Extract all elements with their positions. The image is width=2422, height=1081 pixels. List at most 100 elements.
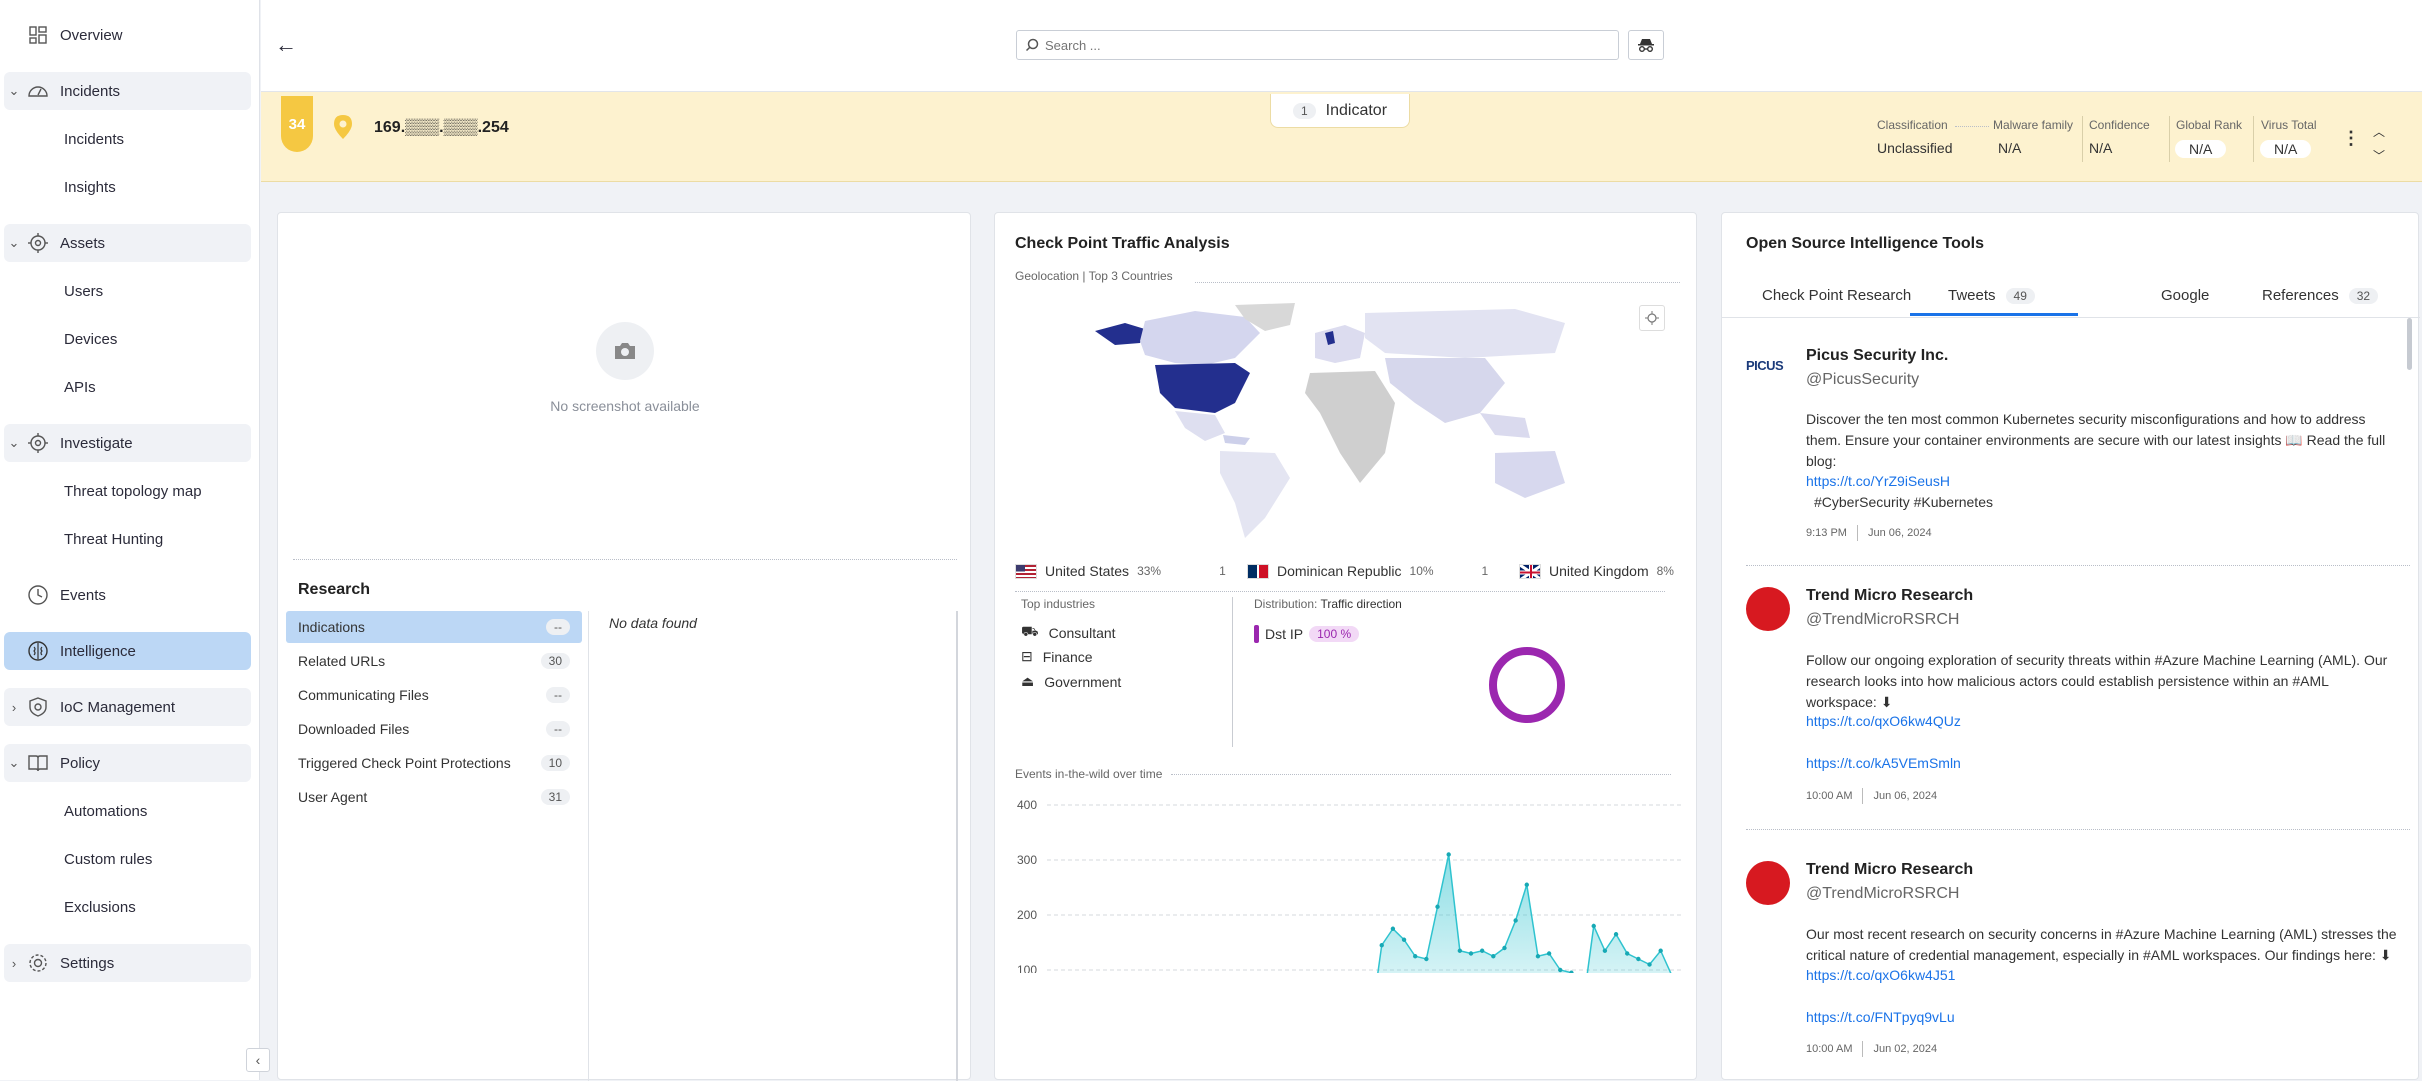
nav-sub-apis[interactable]: APIs	[64, 379, 96, 396]
nav-sub-insights[interactable]: Insights	[64, 179, 116, 196]
nav-intelligence[interactable]: Intelligence	[4, 632, 251, 670]
incognito-button[interactable]	[1628, 30, 1664, 60]
research-item-communicating-files[interactable]: Communicating Files --	[286, 679, 582, 711]
data-point	[1401, 937, 1407, 942]
tab-google[interactable]: Google	[2161, 287, 2209, 304]
traffic-title: Check Point Traffic Analysis	[1015, 235, 1230, 252]
search-box[interactable]	[1016, 30, 1619, 60]
rank-field: Global Rank N/A	[2175, 118, 2242, 158]
research-item-user-agent[interactable]: User Agent 31	[286, 781, 582, 813]
virustotal-field: Virus Total N/A	[2260, 118, 2317, 158]
tweet-link[interactable]: https://t.co/YrZ9iSeusH	[1806, 473, 1950, 489]
divider	[1015, 591, 1665, 592]
nav-sub-users[interactable]: Users	[64, 283, 104, 300]
industry-government: ⏏ Government	[1021, 673, 1121, 690]
divider	[2253, 116, 2254, 162]
nav-events[interactable]: Events	[4, 576, 251, 614]
research-item-downloaded-files[interactable]: Downloaded Files --	[286, 713, 582, 745]
osint-scrollbar[interactable]	[2407, 318, 2412, 370]
tweet-link[interactable]: https://t.co/qxO6kw4J51	[1806, 967, 1956, 983]
tab-references[interactable]: References 32	[2262, 287, 2379, 304]
nav-investigate[interactable]: ⌄ Investigate	[4, 424, 251, 462]
nav-ioc[interactable]: › IoC Management	[4, 688, 251, 726]
tweet-date: Jun 06, 2024	[1867, 527, 1932, 539]
search-input[interactable]	[1045, 37, 1605, 53]
brain-icon	[24, 639, 52, 663]
classification-value: Unclassified	[1877, 140, 1953, 156]
indicator-tab[interactable]: 1 Indicator	[1270, 94, 1410, 128]
research-item-badge: --	[546, 619, 570, 635]
research-item-label: User Agent	[298, 789, 368, 805]
screenshot-placeholder: No screenshot available	[298, 213, 952, 553]
chevron-up-icon[interactable]: ︿	[2373, 125, 2386, 139]
nav-assets[interactable]: ⌄ Assets	[4, 224, 251, 262]
sidebar-collapse-button[interactable]: ‹	[246, 1048, 270, 1072]
nav-sub-incidents[interactable]: Incidents	[64, 131, 125, 148]
research-item-indications[interactable]: Indications --	[286, 611, 582, 643]
tab-check-point-research[interactable]: Check Point Research	[1762, 287, 1911, 304]
research-item-label: Related URLs	[298, 653, 386, 669]
y-tick-label: 300	[1017, 853, 1037, 867]
nav-sub-automations[interactable]: Automations	[64, 803, 148, 820]
nav-events-label: Events	[60, 586, 106, 604]
nav-policy[interactable]: ⌄ Policy	[4, 744, 251, 782]
confidence-label: Confidence	[2089, 118, 2150, 132]
tab-tweets[interactable]: Tweets 49	[1948, 287, 2035, 304]
sidebar: Overview ⌄ Incidents Incidents Insights …	[0, 0, 270, 1080]
events-label: Events in-the-wild over time	[1015, 767, 1163, 781]
series-area	[1377, 854, 1671, 973]
nav-sub-custom-rules[interactable]: Custom rules	[64, 851, 153, 868]
tweet-text: Our most recent research on security con…	[1806, 926, 2397, 963]
tweet-author-name: Picus Security Inc.	[1806, 347, 1949, 364]
tweet-author-handle[interactable]: @PicusSecurity	[1806, 371, 1920, 388]
scrollbar[interactable]	[956, 611, 958, 1081]
screenshot-research-panel: No screenshot available Research Indicat…	[277, 212, 971, 1081]
indicator-banner: 34 169.▒▒▒.▒▒▒.254 1 Indicator Classific…	[261, 92, 2422, 182]
data-point	[1625, 951, 1630, 956]
indicator-ip: 169.▒▒▒.▒▒▒.254	[374, 119, 509, 136]
nav-sub-threat-topology[interactable]: Threat topology map	[64, 483, 202, 500]
no-screenshot-text: No screenshot available	[550, 398, 700, 414]
data-point	[1558, 967, 1563, 973]
nav-sub-exclusions[interactable]: Exclusions	[64, 899, 136, 916]
tweet-time: 9:13 PM	[1806, 527, 1847, 539]
donut-slice-dst-ip	[1489, 647, 1565, 723]
uk-flag-icon	[1519, 563, 1541, 579]
chevron-down-icon: ⌄	[8, 435, 20, 450]
geo-label: Geolocation	[1015, 269, 1080, 283]
data-point	[1569, 970, 1574, 973]
tweet-link[interactable]: https://t.co/FNTpyq9vLu	[1806, 1009, 1955, 1025]
nav-sub-devices[interactable]: Devices	[64, 331, 118, 348]
data-point	[1591, 923, 1596, 929]
map-region-australia	[1495, 451, 1565, 498]
chevron-down-icon[interactable]: ﹀	[2373, 149, 2386, 163]
tweet-time: 10:00 AM	[1806, 790, 1853, 802]
data-point	[1502, 945, 1507, 951]
research-item-badge: 31	[540, 789, 570, 805]
chevron-down-icon: ⌄	[8, 235, 20, 250]
industry-label: Consultant	[1048, 624, 1116, 641]
more-options-icon[interactable]: ⋮	[2342, 128, 2360, 148]
dst-label: Dst IP	[1265, 626, 1304, 642]
back-arrow-icon[interactable]: ←	[275, 32, 297, 57]
classification-field: Classification Unclassified	[1877, 118, 1952, 156]
nav-overview[interactable]: Overview	[4, 16, 251, 54]
distribution-header: Distribution: Traffic direction	[1254, 597, 1402, 611]
search-icon	[1025, 38, 1039, 52]
nav-settings-label: Settings	[60, 954, 115, 972]
traffic-analysis-panel: Check Point Traffic Analysis Geolocation…	[994, 212, 1697, 1080]
tweet-link[interactable]: https://t.co/kA5VEmSmln	[1806, 755, 1961, 771]
nav-incidents[interactable]: ⌄ Incidents	[4, 72, 251, 110]
indicator-label: Indicator	[1325, 101, 1388, 119]
nav-sub-threat-hunting[interactable]: Threat Hunting	[64, 531, 164, 548]
nav-settings[interactable]: › Settings	[4, 944, 251, 982]
research-item-triggered-protections[interactable]: Triggered Check Point Protections 10	[286, 747, 582, 779]
tweet-author-handle[interactable]: @TrendMicroRSRCH	[1806, 885, 1960, 902]
finance-icon: ⊟	[1021, 648, 1033, 664]
tweet-author-handle[interactable]: @TrendMicroRSRCH	[1806, 611, 1960, 628]
data-point	[1468, 951, 1474, 956]
tweet-link[interactable]: https://t.co/qxO6kw4QUz	[1806, 713, 1961, 729]
data-point	[1379, 943, 1384, 948]
research-item-related-urls[interactable]: Related URLs 30	[286, 645, 582, 677]
recenter-map-button[interactable]	[1639, 305, 1665, 331]
